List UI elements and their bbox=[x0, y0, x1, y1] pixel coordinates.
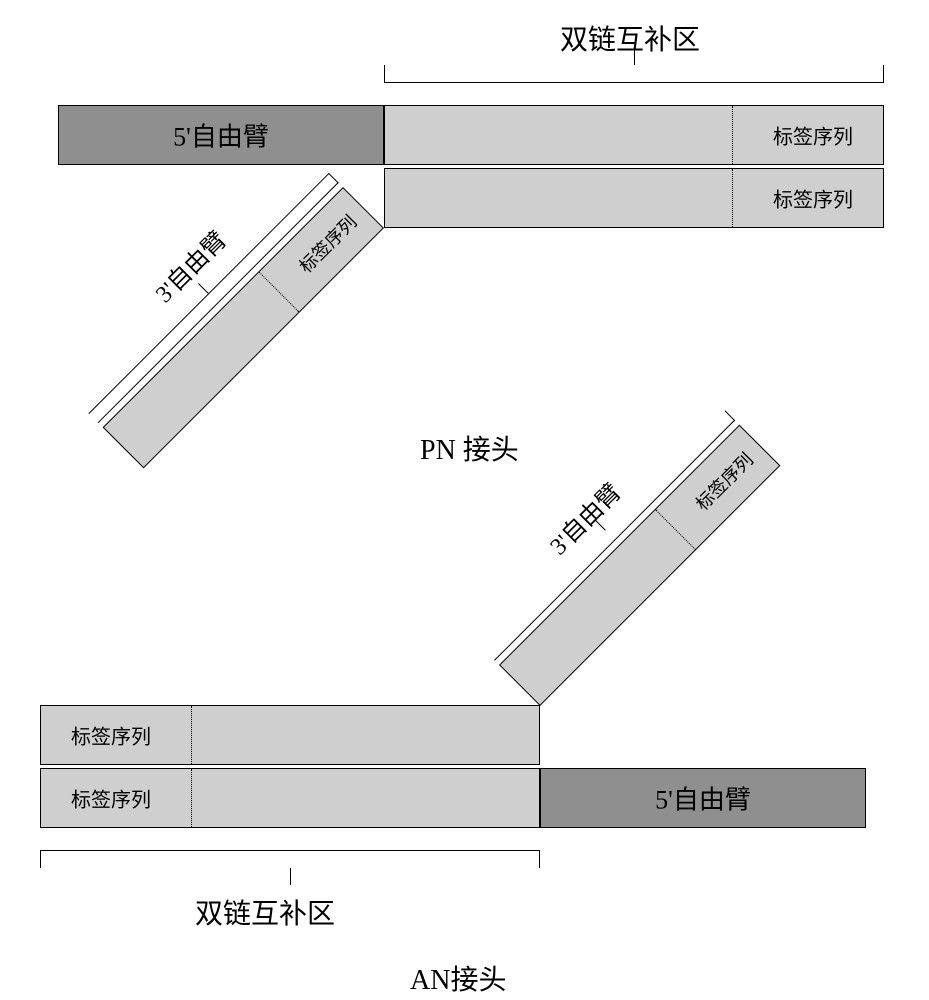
pn-5prime-arm: 5'自由臂 bbox=[58, 105, 384, 165]
an-top-tag-label: 标签序列 bbox=[71, 721, 151, 750]
pn-top-divider bbox=[732, 106, 733, 164]
an-bottom-tag-label: 标签序列 bbox=[71, 784, 151, 813]
pn-diag-bracket-stem bbox=[198, 283, 209, 294]
pn-diag-tag-label: 标签序列 bbox=[293, 209, 362, 278]
pn-top-brace bbox=[384, 65, 884, 83]
an-diag-tag-label: 标签序列 bbox=[689, 446, 758, 515]
an-dsregion-top: 标签序列 bbox=[40, 705, 540, 765]
pn-dsregion-top: 标签序列 bbox=[384, 105, 884, 165]
pn-top-brace-stem bbox=[634, 48, 635, 65]
pn-dsregion-bottom: 标签序列 bbox=[384, 168, 884, 228]
an-bottom-divider bbox=[191, 769, 192, 827]
an-3prime-arm: 标签序列 bbox=[499, 425, 780, 706]
an-diag-divider bbox=[655, 509, 695, 549]
an-brace-title: 双链互补区 bbox=[195, 892, 335, 932]
pn-bottom-tag-label: 标签序列 bbox=[773, 184, 853, 213]
an-top-divider bbox=[191, 706, 192, 764]
an-dsregion-bottom: 标签序列 bbox=[40, 768, 540, 828]
pn-3prime-arm: 标签序列 bbox=[103, 187, 384, 468]
pn-5prime-arm-label: 5'自由臂 bbox=[173, 117, 269, 154]
an-bottom-brace-stem bbox=[290, 868, 291, 885]
pn-diag-divider bbox=[259, 272, 299, 312]
pn-bottom-divider bbox=[732, 169, 733, 227]
pn-top-tag-label: 标签序列 bbox=[773, 121, 853, 150]
an-bottom-brace bbox=[40, 850, 540, 868]
pn-brace-title: 双链互补区 bbox=[560, 18, 700, 58]
pn-center-title: PN 接头 bbox=[420, 428, 519, 468]
an-5prime-arm: 5'自由臂 bbox=[540, 768, 866, 828]
an-bottom-title: AN接头 bbox=[410, 958, 506, 998]
an-5prime-arm-label: 5'自由臂 bbox=[655, 780, 751, 817]
